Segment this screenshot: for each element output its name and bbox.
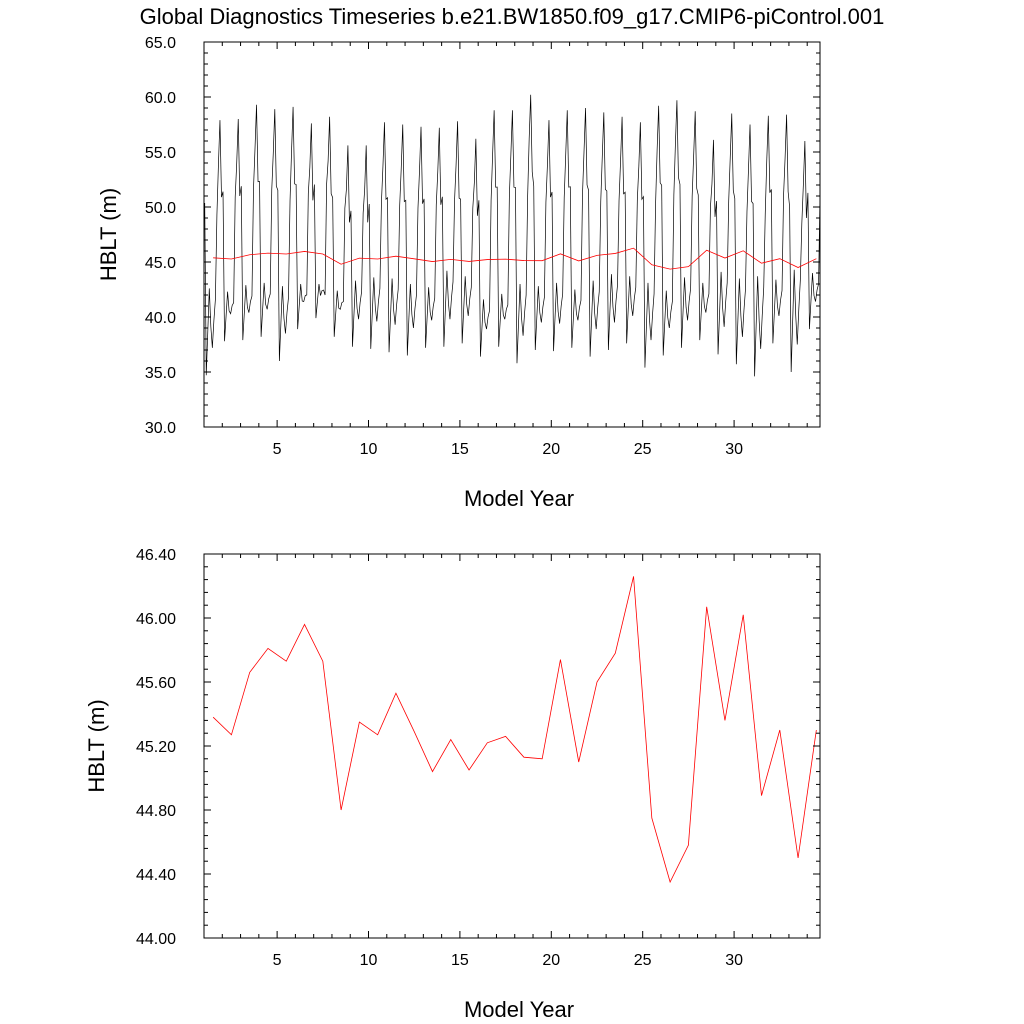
x-tick-label: 10 (360, 952, 378, 969)
y-tick-label: 44.40 (136, 867, 176, 884)
x-tick-label: 30 (725, 441, 743, 458)
page-title: Global Diagnostics Timeseries b.e21.BW18… (140, 4, 885, 29)
y-tick-label: 45.60 (136, 675, 176, 692)
x-tick-label: 20 (542, 952, 560, 969)
annual-series-line (213, 247, 817, 270)
y-tick-label: 46.40 (136, 547, 176, 564)
x-tick-label: 25 (634, 441, 652, 458)
y-axis-label: HBLT (m) (96, 188, 121, 281)
y-tick-label: 35.0 (145, 365, 176, 382)
x-tick-label: 15 (451, 952, 469, 969)
x-axis-label: Model Year (464, 997, 574, 1022)
bottom-panel: 5 10 15 20 25 30 44.00 44.40 44.80 45.20 45.60 46.0… (84, 547, 821, 1022)
y-tick-label: 46.00 (136, 611, 176, 628)
plot-frame (203, 553, 821, 939)
x-tick-label: 5 (273, 441, 282, 458)
plot-frame (203, 41, 821, 428)
monthly-series-line (204, 94, 820, 377)
x-tick-label: 30 (725, 952, 743, 969)
y-tick-label: 60.0 (145, 90, 176, 107)
top-panel: 5 10 15 20 25 30 30.0 35.0 40.0 45.0 50.0 55.0 60.0 6… (96, 35, 821, 511)
y-tick-label: 55.0 (145, 145, 176, 162)
x-axis-label: Model Year (464, 486, 574, 511)
y-tick-label: 45.20 (136, 739, 176, 756)
x-tick-label: 15 (451, 441, 469, 458)
series-group (212, 576, 817, 884)
y-tick-label: 44.80 (136, 803, 176, 820)
y-tick-label: 65.0 (145, 35, 176, 52)
x-tick-label: 10 (360, 441, 378, 458)
y-tick-label: 45.0 (145, 255, 176, 272)
y-axis-label: HBLT (m) (84, 699, 109, 792)
annual-series-line (212, 576, 817, 884)
x-tick-label: 5 (273, 952, 282, 969)
y-tick-label: 30.0 (145, 420, 176, 437)
series-group (204, 94, 820, 377)
y-tick-label: 40.0 (145, 310, 176, 327)
y-tick-label: 44.00 (136, 931, 176, 948)
x-tick-label: 25 (634, 952, 652, 969)
y-tick-label: 50.0 (145, 200, 176, 217)
x-tick-label: 20 (542, 441, 560, 458)
